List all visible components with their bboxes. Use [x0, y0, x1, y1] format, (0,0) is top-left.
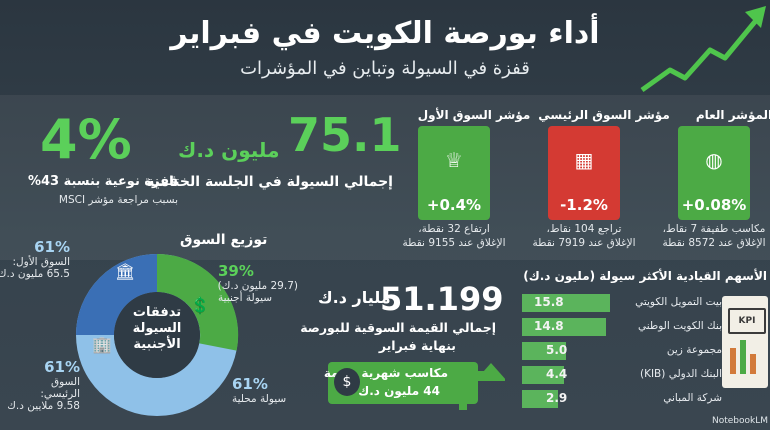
bar-name-0: بيت التمويل الكويتي	[635, 296, 722, 308]
brand-footer: NotebookLM	[712, 416, 769, 426]
kpi-board: KPI	[728, 308, 766, 334]
jump-block: 4% قفزة نوعية بنسبة 43% بسبب مراجعة مؤشر…	[18, 108, 178, 218]
foreign-pct: 39%	[218, 262, 254, 280]
center-line-2: السيولة	[132, 321, 182, 336]
jump-value: 4%	[40, 108, 132, 171]
top-stocks-title: الأسهم القيادية الأكثر سيولة (مليون د.ك)	[523, 269, 767, 283]
bar-value-1: 14.8	[534, 319, 564, 333]
top-stocks-chart: 15.8 بيت التمويل الكويتي 14.8 بنك الكويت ال…	[522, 294, 722, 418]
first-market-line2: 65.5 مليون د.ك	[0, 268, 70, 280]
index-label-0: مؤشر السوق الأول	[417, 108, 531, 122]
index-note1-2: مكاسب طفيفة 7 نقاط،	[662, 223, 766, 235]
index-note1-0: ارتفاع 32 نقطة،	[418, 223, 490, 235]
index-label-1: مؤشر السوق الرئيسي	[538, 108, 670, 122]
center-line-3: الأجنبية	[133, 337, 181, 352]
crown-icon: ♕	[445, 148, 463, 172]
index-card-2: ◍ +0.08%	[678, 126, 750, 220]
liquidity-block: 75.1 مليون د.ك إجمالي السيولة في الجلسة …	[146, 108, 401, 218]
globe-icon: ◍	[705, 148, 723, 172]
first-market-pct: 61%	[34, 238, 70, 256]
bar-fill-1	[522, 318, 606, 336]
market-cap-value: 51.199	[380, 280, 504, 318]
bar-row-4: 2.9 شركة المباني	[522, 390, 722, 408]
local-line1: سيولة محلية	[232, 393, 287, 405]
building-icon: ▦	[574, 148, 594, 172]
first-market-line1: السوق الأول:	[12, 256, 70, 268]
bar-name-1: بنك الكويت الوطني	[637, 320, 722, 332]
main-market-line2: 9.58 ملايين د.ك	[7, 400, 80, 412]
monthly-gain-box: مكاسب شهرية بقيمة 44 مليون د.ك $	[324, 362, 478, 404]
distribution-title: توزيع السوق	[180, 232, 268, 248]
bar-fill-4	[522, 390, 558, 408]
summary-band	[0, 95, 770, 260]
index-note2-1: الإغلاق عند 7919 نقطة	[532, 237, 636, 249]
monthly-gain-line2: 44 مليون د.ك	[358, 384, 440, 398]
liquidity-unit: مليون د.ك	[178, 138, 280, 162]
distribution-donut	[76, 253, 239, 416]
building-small-icon: 🏢	[92, 335, 112, 354]
investment-illustration-icon: KPI	[722, 296, 768, 388]
market-cap-caption2: بنهاية فبراير	[378, 338, 456, 353]
main-market-line1: السوق الرئيسي:	[40, 376, 80, 400]
bar-fill-0	[522, 294, 610, 312]
market-cap-caption1: إجمالي القيمة السوقية للبورصة	[300, 320, 496, 335]
page-title: أداء بورصة الكويت في فبراير	[170, 16, 600, 51]
main-market-pct: 61%	[44, 358, 80, 376]
local-label: 61% سيولة محلية	[232, 375, 302, 405]
jump-caption: قفزة نوعية بنسبة 43%	[27, 174, 178, 189]
index-card-0: ♕ +0.4%	[418, 126, 490, 220]
bar-fill-3	[522, 366, 564, 384]
donut-center	[114, 292, 200, 378]
index-card-1: ▦ -1.2%	[548, 126, 620, 220]
donut-center-text: تدفقات السيولة الأجنبية	[117, 305, 197, 353]
liquidity-caption: إجمالي السيولة في الجلسة الختامية	[146, 174, 393, 190]
money-icon: 💲	[190, 296, 210, 315]
foreign-label: 39% (29.7 مليون د.ك) سيولة أجنبية	[218, 262, 298, 304]
money-bag-icon: $	[334, 368, 360, 396]
bar-row-2: 5.0 مجموعة زين	[522, 342, 722, 360]
bar-value-0: 15.8	[534, 295, 564, 309]
local-pct: 61%	[232, 375, 268, 393]
bar-row-0: 15.8 بيت التمويل الكويتي	[522, 294, 722, 312]
trend-arrow-icon	[640, 6, 766, 93]
index-note1-1: تراجع 104 نقاط،	[546, 223, 622, 235]
bar-value-3: 4.4	[546, 367, 568, 381]
bar-row-1: 14.8 بنك الكويت الوطني	[522, 318, 722, 336]
jump-note: بسبب مراجعة مؤشر MSCI	[58, 194, 178, 206]
main-market-label: 61% السوق الرئيسي: 9.58 ملايين د.ك	[7, 358, 80, 412]
bar-name-3: البنك الدولي (KIB)	[639, 368, 722, 380]
bar-value-2: 5.0	[546, 343, 568, 357]
index-value-0: +0.4%	[426, 196, 482, 214]
foreign-line1: (29.7 مليون د.ك)	[217, 280, 298, 292]
index-note2-2: الإغلاق عند 8572 نقطة	[662, 237, 766, 249]
bar-name-4: شركة المباني	[663, 392, 722, 404]
bar-value-4: 2.9	[546, 391, 568, 405]
center-line-1: تدفقات	[132, 305, 182, 320]
foreign-line2: سيولة أجنبية	[218, 292, 273, 304]
index-label-2: المؤشر العام	[695, 108, 770, 122]
market-cap-block: 51.199 مليار د.ك إجمالي القيمة السوقية ل…	[300, 280, 518, 430]
donut-first-segment	[76, 254, 158, 336]
page-subtitle: قفزة في السيولة وتباين في المؤشرات	[240, 58, 530, 79]
bank-icon: 🏛	[115, 262, 136, 281]
first-market-label: 61% السوق الأول: 65.5 مليون د.ك	[0, 238, 70, 280]
bar-name-2: مجموعة زين	[666, 344, 722, 356]
liquidity-value: 75.1	[288, 108, 402, 162]
donut-foreign-segment	[156, 253, 239, 351]
bar-row-3: 4.4 البنك الدولي (KIB)	[522, 366, 722, 384]
market-cap-unit: مليار د.ك	[318, 288, 391, 307]
bar-fill-2	[522, 342, 566, 360]
index-note2-0: الإغلاق عند 9155 نقطة	[402, 237, 506, 249]
index-value-2: +0.08%	[681, 196, 747, 214]
index-value-1: -1.2%	[560, 196, 608, 214]
